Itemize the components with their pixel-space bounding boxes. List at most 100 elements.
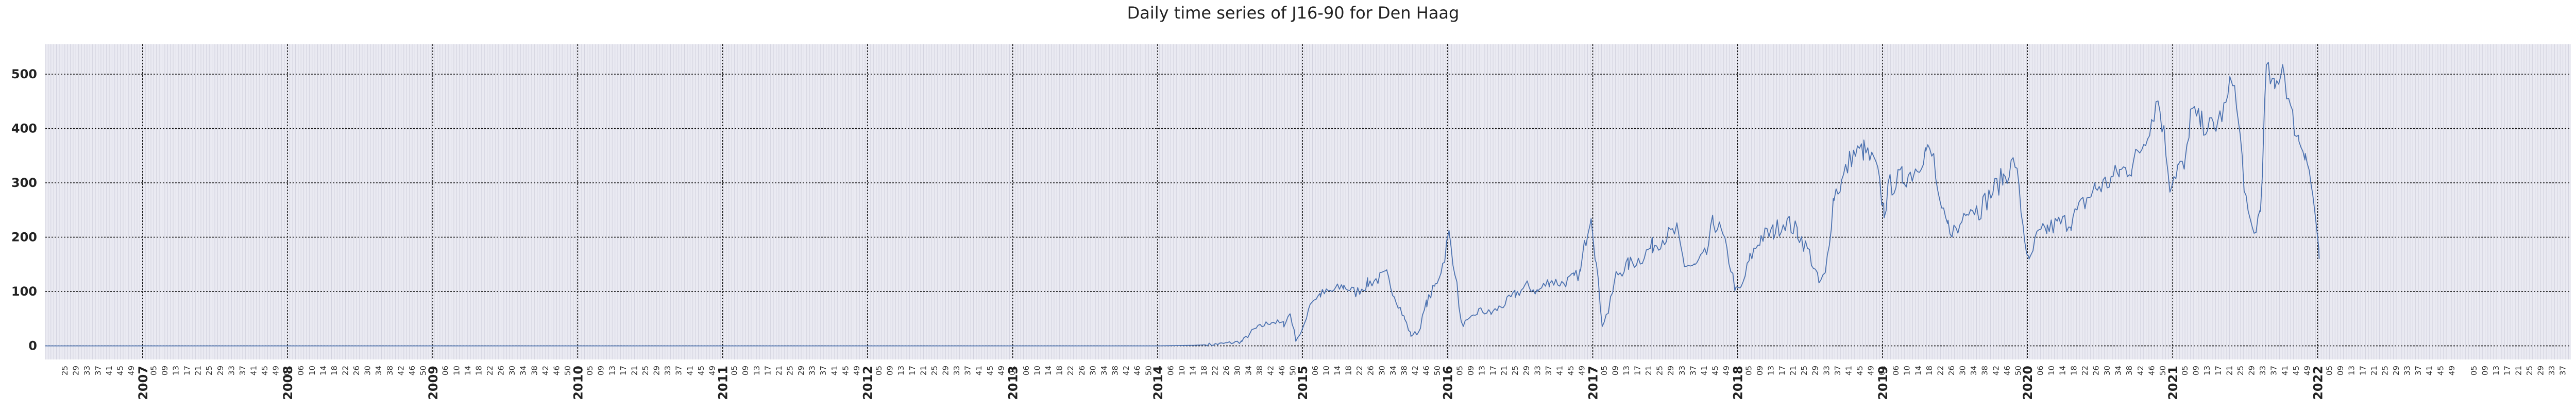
week-tick-label: 50 [563,366,572,375]
week-tick-label: 06 [296,366,306,375]
week-tick-label: 22 [485,366,495,375]
week-tick-label: 46 [2003,366,2012,375]
week-tick-label: 25 [786,366,795,375]
week-tick-label: 10 [452,366,461,375]
week-tick-label: 14 [463,366,472,375]
week-tick-label: 49 [127,366,136,375]
week-tick-label: 37 [963,366,973,375]
week-tick-label: 25 [60,366,70,375]
week-tick-label: 10 [308,366,317,375]
week-tick-label: 50 [1289,366,1298,375]
week-tick-label: 26 [352,366,361,375]
week-tick-label: 30 [1958,366,1968,375]
week-tick-label: 49 [1722,366,1731,375]
week-tick-label: 09 [1755,366,1765,375]
week-tick-label: 45 [1711,366,1720,375]
week-tick-label: 37 [2558,366,2568,375]
week-tick-label: 25 [641,366,650,375]
week-tick-label: 13 [1622,366,1631,375]
week-tick-label: 09 [1611,366,1620,375]
minor-grid [45,44,2569,359]
week-tick-label: 21 [630,366,639,375]
week-tick-label: 37 [2269,366,2279,375]
week-tick-label: 09 [597,366,606,375]
week-tick-label: 45 [1566,366,1575,375]
week-tick-label: 17 [1633,366,1642,375]
week-tick-label: 09 [886,366,895,375]
week-tick-label: 33 [2547,366,2556,375]
week-tick-label: 38 [1980,366,1990,375]
week-tick-label: 05 [1455,366,1464,375]
week-tick-label: 42 [396,366,405,375]
week-tick-label: 13 [752,366,761,375]
year-tick-label: 2015 [1296,366,1310,400]
week-tick-label: 25 [1800,366,1809,375]
y-axis: 0 100 200 300 400 500 [11,67,37,353]
week-tick-label: 38 [1400,366,1409,375]
week-tick-label: 33 [1677,366,1687,375]
week-tick-label: 06 [1311,366,1320,375]
week-tick-label: 49 [708,366,717,375]
week-tick-label: 42 [1991,366,2001,375]
year-tick-label: 2014 [1151,366,1165,400]
year-tick-labels: 2007 2008 2009 2010 2011 2012 2013 2014 2015 2016… [136,366,2326,400]
week-tick-label: 25 [2236,366,2245,375]
week-tick-label: 21 [919,366,928,375]
week-tick-label: 05 [2180,366,2190,375]
week-tick-label: 42 [2136,366,2145,375]
week-tick-label: 18 [1925,366,1934,375]
week-tick-label: 09 [2481,366,2490,375]
week-tick-label: 21 [2225,366,2234,375]
week-tick-label: 26 [1947,366,1956,375]
year-tick-label: 2018 [1731,366,1745,400]
year-grid [142,44,2318,359]
week-tick-label: 10 [1903,366,1912,375]
week-tick-label: 14 [1189,366,1198,375]
week-tick-label: 41 [249,366,259,375]
year-tick-label: 2017 [1586,366,1601,400]
year-tick-label: 2021 [2166,366,2180,400]
week-tick-label: 42 [1411,366,1420,375]
week-tick-label: 38 [1111,366,1120,375]
week-tick-label: 29 [796,366,806,375]
week-tick-label: 09 [741,366,750,375]
series-layer [45,62,2320,347]
week-tick-label: 17 [763,366,772,375]
week-tick-label: 17 [619,366,628,375]
week-tick-label: 45 [697,366,706,375]
week-tick-label: 50 [2013,366,2023,375]
week-tick-label: 42 [1122,366,1131,375]
week-tick-label: 18 [474,366,483,375]
y-tick-label: 200 [11,230,37,245]
series-line [45,62,2320,347]
week-tick-label: 01 [1877,366,1887,375]
week-tick-label: 26 [1222,366,1231,375]
week-tick-label: 06 [441,366,450,375]
week-tick-label: 30 [2103,366,2112,375]
week-tick-label: 26 [1366,366,1376,375]
week-tick-label: 45 [841,366,850,375]
week-tick-label: 33 [952,366,961,375]
week-tick-label: 05 [2469,366,2479,375]
week-tick-label: 13 [607,366,617,375]
year-tick-label: 2012 [861,366,875,400]
week-tick-label: 05 [1744,366,1753,375]
week-tick-label: 10 [1321,366,1331,375]
week-tick-label: 29 [1522,366,1531,375]
week-tick-label: 29 [2536,366,2545,375]
week-tick-label: 22 [1355,366,1364,375]
week-tick-label: 17 [1488,366,1498,375]
week-tick-label: 05 [874,366,884,375]
week-tick-label: 18 [1199,366,1209,375]
week-tick-label: 09 [1466,366,1476,375]
week-tick-label: 50 [1144,366,1153,375]
week-tick-label: 34 [519,366,528,375]
week-tick-label: 45 [1855,366,1865,375]
week-tick-label: 22 [1211,366,1220,375]
week-tick-label: 46 [408,366,417,375]
week-tick-label: 41 [685,366,694,375]
y-tick-label: 500 [11,67,37,81]
week-tick-label: 06 [1891,366,1901,375]
week-tick-label: 33 [2258,366,2267,375]
